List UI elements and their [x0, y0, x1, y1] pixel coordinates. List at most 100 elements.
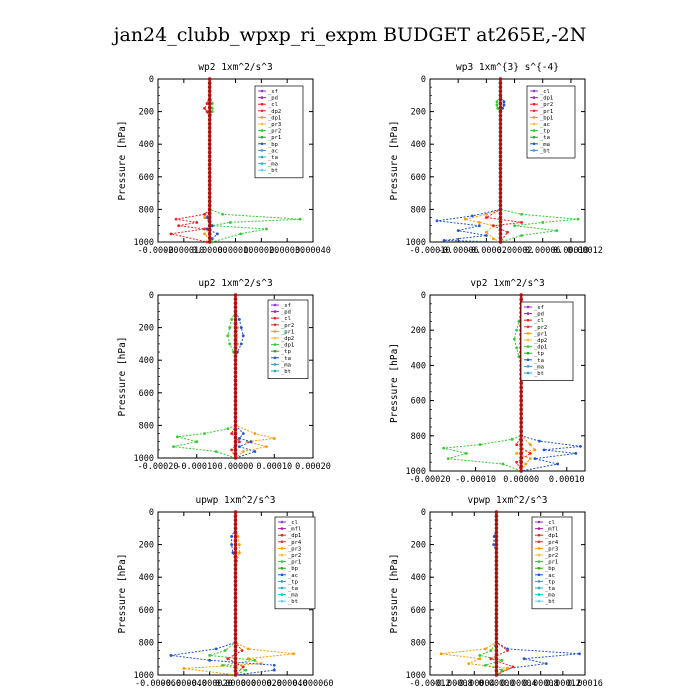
zero-profile-point: [498, 85, 503, 89]
y-tick-label: 400: [411, 361, 426, 371]
zero-profile-point: [498, 89, 503, 94]
zero-profile-point: [233, 423, 238, 428]
zero-profile-point: [498, 203, 503, 208]
zero-profile-point: [498, 219, 503, 224]
zero-profile-point: [233, 321, 238, 326]
legend-marker: [273, 336, 277, 340]
legend-marker: [526, 358, 530, 362]
series-point: [520, 212, 523, 216]
zero-profile-point: [207, 93, 212, 98]
x-tick-label: 0.00004: [501, 679, 537, 689]
series-point: [272, 663, 276, 667]
legend-marker: [537, 586, 541, 590]
y-axis-label: Pressure [hPa]: [117, 120, 128, 200]
zero-profile-point: [233, 382, 238, 387]
series-point: [489, 649, 493, 652]
zero-profile-point: [498, 122, 503, 126]
zero-profile-point: [233, 510, 238, 514]
zero-profile-point: [207, 187, 212, 191]
zero-profile-point: [494, 563, 499, 567]
legend-marker: [532, 142, 536, 146]
series-point: [230, 543, 234, 546]
legend-entry: _pr1: [534, 331, 547, 337]
series-point: [230, 448, 234, 452]
legend-marker: [532, 96, 536, 99]
legend-entry: _bt: [268, 168, 278, 174]
series-point: [205, 102, 209, 105]
zero-profile-point: [233, 439, 238, 444]
x-tick-label: -0.00010: [455, 475, 496, 485]
series-point: [169, 654, 173, 657]
zero-profile-point: [498, 166, 503, 171]
legend-entry: _mfl: [288, 527, 301, 533]
legend-entry: _pd: [534, 312, 544, 318]
zero-profile-point: [233, 366, 238, 371]
zero-profile-point: [233, 346, 238, 350]
legend-marker: [260, 102, 264, 106]
x-tick-label: 0.00010: [553, 246, 589, 256]
series-point: [484, 212, 488, 216]
series-point: [541, 221, 545, 224]
series-point: [533, 457, 537, 461]
legend-marker: [260, 96, 264, 99]
series-point: [465, 452, 468, 455]
series-point: [515, 452, 519, 455]
zero-profile-point: [494, 660, 499, 665]
zero-profile-point: [519, 297, 523, 302]
legend-entry: _pr2: [288, 553, 301, 559]
zero-profile-point: [233, 656, 238, 661]
series-point: [272, 668, 276, 672]
legend-marker: [280, 566, 284, 570]
legend-entry: _ta: [288, 586, 298, 592]
zero-profile-point: [494, 656, 499, 661]
zero-profile-point: [519, 438, 523, 443]
zero-profile-point: [233, 350, 238, 354]
zero-profile-point: [233, 652, 238, 657]
x-tick-label: -0.00002: [466, 246, 507, 256]
legend: _cl_mfl_dp1_pr4_pr3_pr2_pr1_bp_ac_tp_ta_…: [274, 516, 316, 610]
zero-profile-point: [233, 358, 238, 363]
y-tick-label: 400: [139, 140, 154, 150]
zero-profile-point: [498, 179, 503, 183]
series-point: [484, 230, 488, 234]
series-point: [237, 551, 241, 555]
legend-entry: _dp1: [288, 533, 301, 539]
zero-profile-point: [498, 117, 503, 122]
x-tick-label: 0.00010: [218, 246, 254, 256]
series-point: [241, 432, 245, 435]
zero-profile-point: [233, 378, 238, 383]
zero-profile-point: [233, 448, 238, 452]
x-tick-label: -0.00020: [410, 475, 451, 485]
x-tick-label: 0.00008: [523, 679, 559, 689]
zero-profile-point: [233, 526, 238, 531]
zero-profile-point: [494, 538, 499, 543]
legend-marker: [280, 540, 284, 544]
zero-profile-point: [207, 89, 212, 94]
legend-box: [254, 85, 304, 179]
legend-entry: _ac: [540, 122, 550, 128]
series-point: [265, 227, 268, 231]
y-tick-label: 600: [139, 173, 154, 183]
series-point: [520, 221, 523, 224]
zero-profile-point: [233, 514, 238, 518]
zero-profile-point: [498, 101, 503, 106]
series-point: [477, 221, 481, 224]
zero-profile-point: [233, 362, 238, 367]
series-point: [265, 445, 268, 448]
legend-entry: _dp2: [268, 109, 281, 115]
series-point: [492, 237, 495, 241]
series-point: [239, 326, 243, 329]
legend-marker: [526, 325, 530, 329]
zero-profile-point: [233, 386, 238, 391]
series-point: [528, 452, 532, 455]
series-point: [502, 100, 506, 104]
series-point: [253, 432, 257, 435]
series-point: [228, 342, 232, 346]
zero-profile-point: [494, 628, 499, 632]
zero-profile-point: [207, 154, 212, 159]
series-point: [542, 448, 546, 452]
series-point: [221, 212, 224, 216]
series-line-2: [465, 79, 501, 243]
zero-profile-point: [233, 338, 238, 342]
y-tick-label: 800: [139, 638, 154, 648]
